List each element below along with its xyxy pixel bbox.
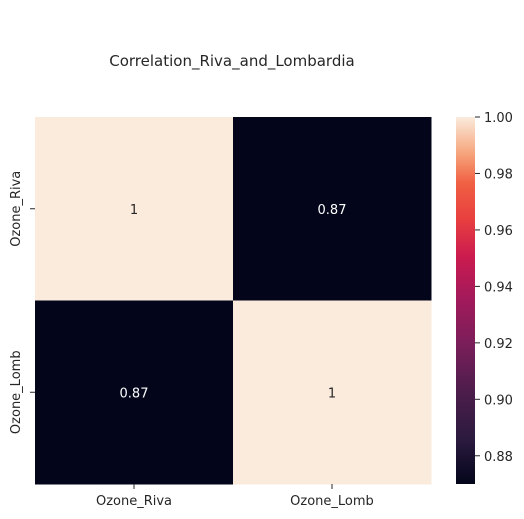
cell-annotation: 1 <box>328 386 336 401</box>
x-tick-label: Ozone_Lomb <box>290 494 374 509</box>
chart-title: Correlation_Riva_and_Lombardia <box>109 52 354 71</box>
cell-annotations: 1 0.87 0.87 1 <box>120 203 347 402</box>
heatmap-cells <box>35 117 432 485</box>
colorbar-tick-label: 0.98 <box>484 167 513 182</box>
colorbar-tick-label: 0.92 <box>484 337 513 352</box>
colorbar-tick-label: 0.88 <box>484 450 513 465</box>
heatmap-cell <box>35 117 234 301</box>
x-tick-label: Ozone_Riva <box>96 494 172 509</box>
y-tick-label: Ozone_Lomb <box>9 350 24 434</box>
colorbar-tick-label: 0.90 <box>484 393 513 408</box>
heatmap-cell <box>35 300 234 485</box>
colorbar <box>456 117 475 484</box>
x-axis-ticks: Ozone_Riva Ozone_Lomb <box>96 484 374 509</box>
cell-annotation: 0.87 <box>120 386 149 401</box>
colorbar-ticks: 0.88 0.90 0.92 0.94 0.96 0.98 1.00 <box>475 111 513 465</box>
y-axis-ticks: Ozone_Riva Ozone_Lomb <box>9 171 35 434</box>
y-tick-label: Ozone_Riva <box>9 171 24 247</box>
colorbar-tick-label: 1.00 <box>484 111 513 126</box>
cell-annotation: 0.87 <box>318 203 347 218</box>
heatmap-cell <box>233 117 432 301</box>
heatmap-cell <box>233 300 432 485</box>
colorbar-tick-label: 0.96 <box>484 224 513 239</box>
cell-annotation: 1 <box>130 203 138 218</box>
colorbar-tick-label: 0.94 <box>484 280 513 295</box>
